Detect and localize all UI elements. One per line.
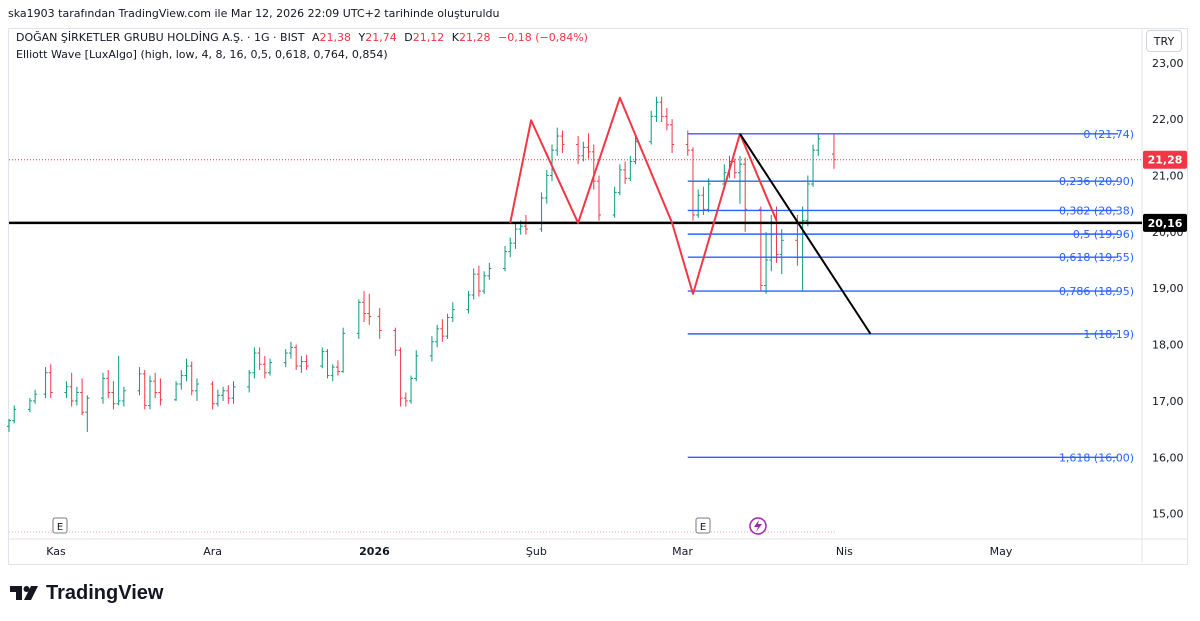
earnings-marker [52,517,68,534]
x-tick-label: Kas [46,545,66,558]
high-label: Y [358,31,366,44]
y-tick-label: 15,00 [1152,508,1184,521]
last-price-badge [1143,150,1187,169]
y-tick-label: 22,00 [1152,113,1184,126]
high-value: 21,74 [365,31,397,44]
x-tick-label: Ara [203,545,222,558]
fib-level-label: 0 (21,74) [1083,128,1134,141]
elliott-wave-line [509,96,778,295]
tradingview-logo-icon [10,586,38,600]
earnings-e-icon: E [57,522,63,533]
tradingview-wordmark: TradingView [46,581,164,604]
earnings-marker [695,517,711,534]
low-label: D [404,31,413,44]
y-tick-label: 23,00 [1152,57,1184,70]
x-tick-label: May [990,545,1013,558]
x-tick-label: Mar [672,545,693,558]
y-tick-label: 16,00 [1152,451,1184,464]
low-value: 21,12 [412,31,445,44]
fib-level-label: 1 (18,19) [1083,328,1134,341]
open-value: 21,38 [319,31,352,44]
earnings-e-icon: E [700,522,706,533]
change-value: −0,18 (−0,84%) [497,31,588,44]
support-price-badge [1143,213,1187,232]
fib-level-label: 0,382 (20,38) [1059,204,1134,217]
chart-frame [8,28,1188,565]
x-tick-label: 2026 [359,545,390,558]
y-tick-label: 17,00 [1152,395,1184,408]
fib-level-label: 0,786 (18,95) [1059,285,1134,298]
lightning-glyph [754,520,762,532]
attribution-text: ska1903 tarafından TradingView.com ile M… [8,7,500,20]
close-label: K [451,31,459,44]
symbol-legend: DOĞAN ŞİRKETLER GRUBU HOLDİNG A.Ş. · 1G … [16,31,588,44]
y-tick-label: 19,00 [1152,282,1184,295]
fib-level-label: 1,618 (16,00) [1059,451,1134,464]
x-tick-label: Şub [526,545,547,558]
projection-line [739,133,872,335]
fib-level-label: 0,236 (20,90) [1059,175,1134,188]
support-price-label: 20,16 [1148,217,1183,230]
currency-button[interactable]: TRY [1146,30,1182,52]
tradingview-logo[interactable]: TradingView [10,581,163,605]
x-tick-label: Nis [836,545,853,558]
y-tick-label: 21,00 [1152,170,1184,183]
last-price-label: 21,28 [1148,154,1183,167]
close-value: 21,28 [458,31,491,44]
open-label: A [312,31,320,44]
fib-level-label: 0,618 (19,55) [1059,251,1134,264]
indicator-legend[interactable]: Elliott Wave [LuxAlgo] (high, low, 4, 8,… [16,48,388,61]
symbol-name[interactable]: DOĞAN ŞİRKETLER GRUBU HOLDİNG A.Ş. · 1G … [16,31,305,44]
fib-level-label: 0,5 (19,96) [1073,228,1134,241]
y-tick-label: 18,00 [1152,339,1184,352]
